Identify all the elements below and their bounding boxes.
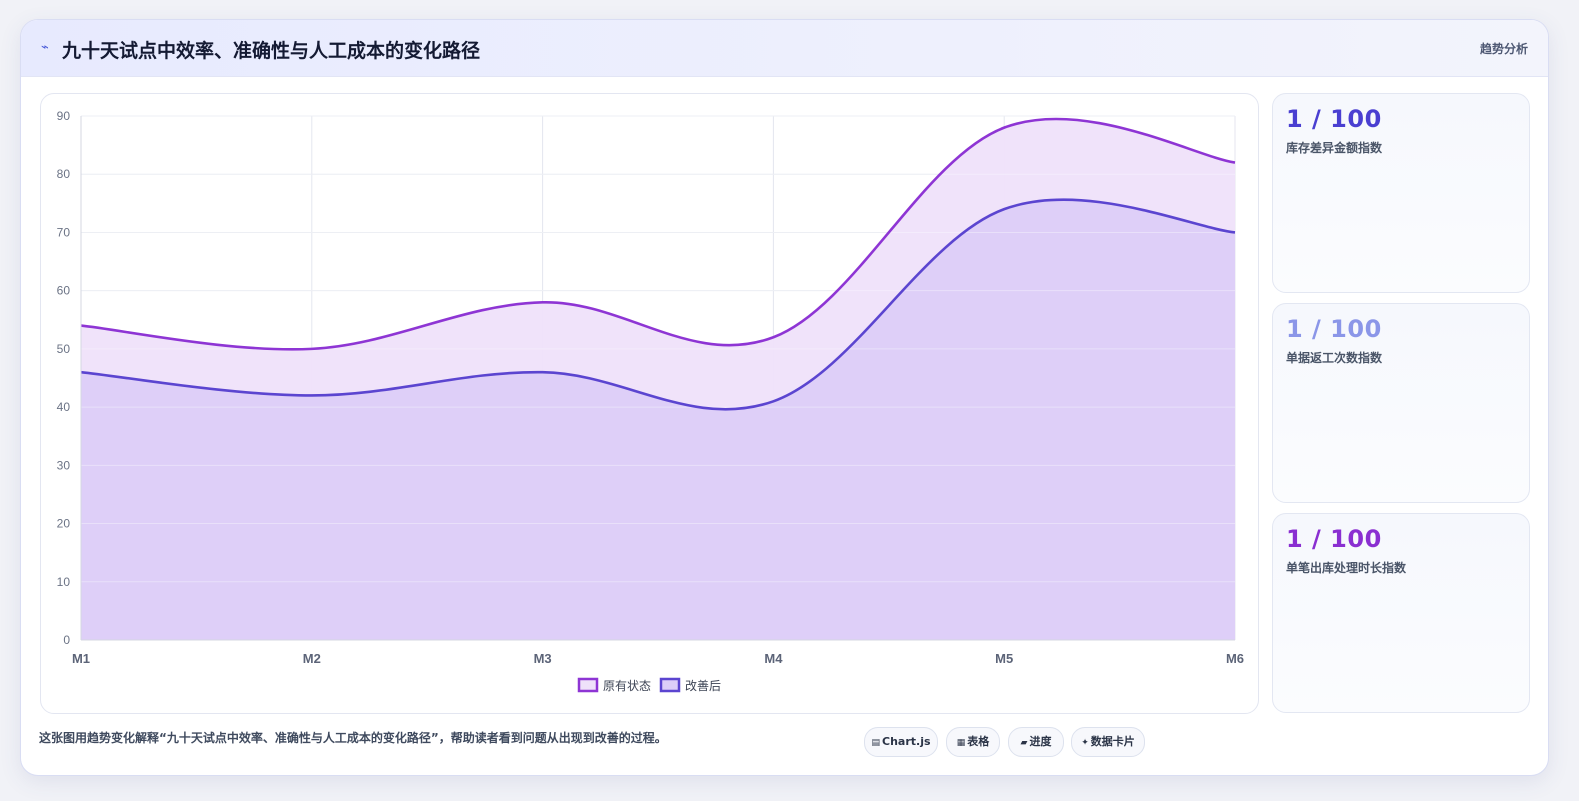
y-tick-label: 30 [57,458,71,472]
chip-label: 数据卡片 [1090,735,1135,748]
chart-panel: 0 10 20 30 40 50 60 70 80 90 M1 M2 M3 M4 M5 M6 原有状态 改善后 [40,93,1259,714]
series-area-1 [81,199,1235,640]
y-tick-label: 20 [57,517,71,531]
series-line-1 [80,198,1236,411]
x-tick-label: M1 [72,651,90,666]
chip-label: 表格 [967,735,990,748]
chart-caption: 这张图用趋势变化解释“九十天试点中效率、准确性与人工成本的变化路径”，帮助读者看… [39,731,667,745]
y-tick-label: 10 [57,575,71,589]
kpi-value: 1 / 100 [1286,315,1382,343]
progress-icon: ▰ [1020,738,1028,748]
kpi-label: 单据返工次数指数 [1286,351,1383,365]
trend-icon: ⌁ [41,40,49,55]
chip-datacard[interactable]: ✦ 数据卡片 [1071,727,1145,757]
legend-swatch-1 [659,677,681,693]
card-icon: ✦ [1081,738,1089,748]
kpi-value: 1 / 100 [1286,105,1382,133]
y-tick-label: 50 [57,342,71,356]
chart-icon: ▤ [871,738,880,748]
legend-label-1: 改善后 [685,678,721,693]
chip-label: 进度 [1029,735,1052,748]
y-tick-label: 70 [57,225,71,239]
x-tick-label: M4 [764,651,783,666]
category-tag: 趋势分析 [1479,42,1528,56]
dashboard-card: ⌁ 九十天试点中效率、准确性与人工成本的变化路径 趋势分析 0 10 20 30 40 5… [20,19,1549,776]
series-line-0 [80,117,1236,351]
y-tick-label: 80 [57,167,71,181]
page-title: 九十天试点中效率、准确性与人工成本的变化路径 [62,40,481,62]
area-chart: 0 10 20 30 40 50 60 70 80 90 M1 M2 M3 M4 M5 M6 原有状态 改善后 [57,109,1244,693]
y-tick-label: 0 [63,633,70,647]
chip-label: Chart.js [882,735,931,748]
kpi-card-inventory: 1 / 100 库存差异金额指数 [1272,93,1530,293]
kpi-value: 1 / 100 [1286,525,1382,553]
card-header: ⌁ 九十天试点中效率、准确性与人工成本的变化路径 趋势分析 [21,20,1548,77]
x-tick-label: M5 [995,651,1013,666]
chip-table[interactable]: ▦ 表格 [946,727,1000,757]
x-tick-label: M2 [303,651,321,666]
kpi-label: 库存差异金额指数 [1286,141,1383,155]
chip-chartjs[interactable]: ▤ Chart.js [864,727,938,757]
kpi-card-outbound-time: 1 / 100 单笔出库处理时长指数 [1272,513,1530,713]
legend-label-0: 原有状态 [603,679,651,693]
table-icon: ▦ [956,738,966,748]
legend-swatch-0 [577,677,599,693]
y-tick-label: 90 [57,109,71,123]
y-tick-label: 40 [57,400,71,414]
y-tick-label: 60 [57,284,71,298]
chip-progress[interactable]: ▰ 进度 [1008,727,1064,757]
x-tick-label: M3 [534,651,552,666]
kpi-card-rework: 1 / 100 单据返工次数指数 [1272,303,1530,503]
kpi-label: 单笔出库处理时长指数 [1286,561,1407,575]
x-tick-label: M6 [1226,651,1244,666]
